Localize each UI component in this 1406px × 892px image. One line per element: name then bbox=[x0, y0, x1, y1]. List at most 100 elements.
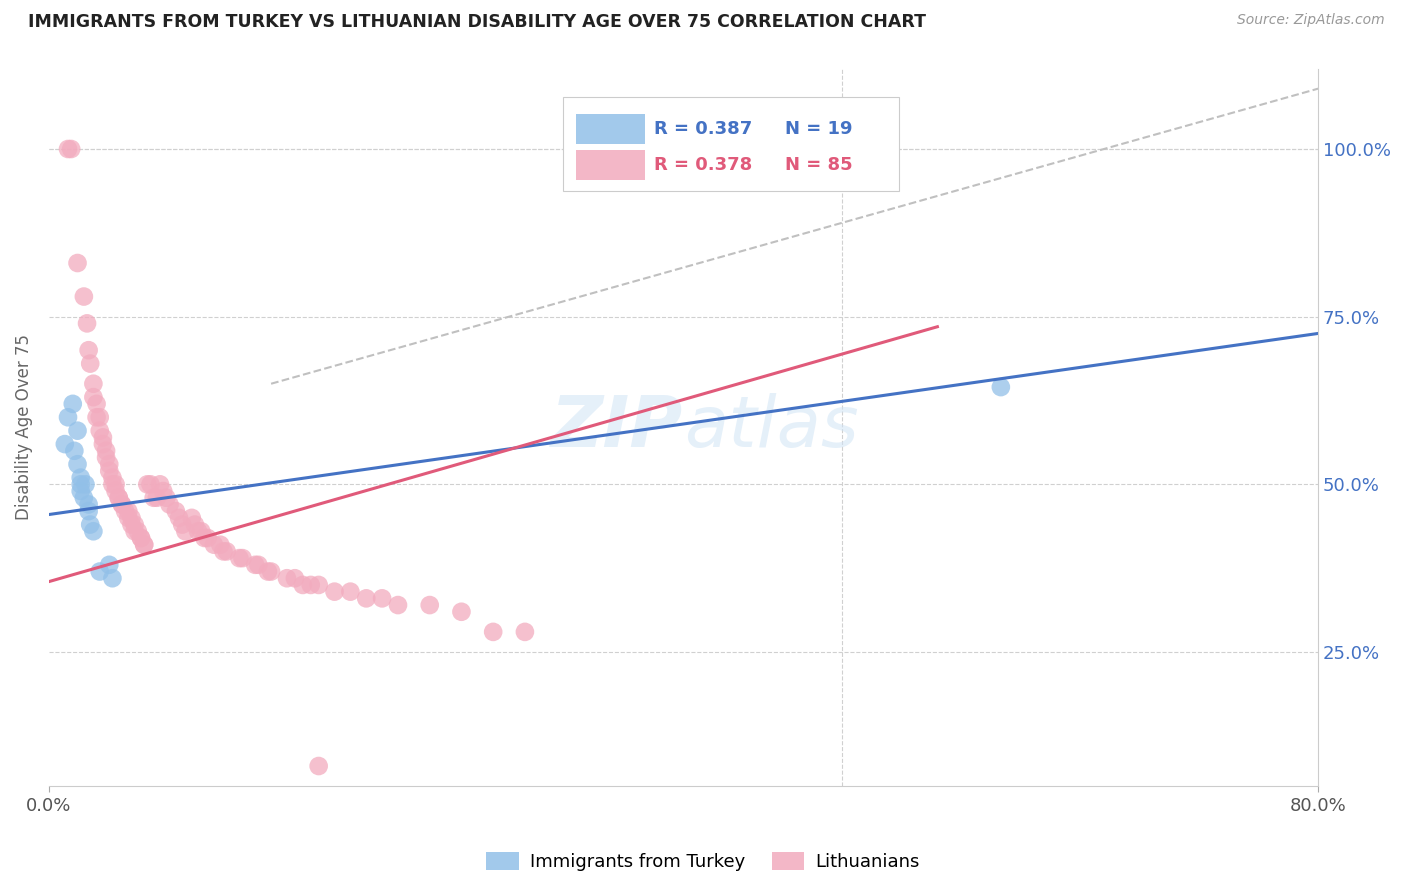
Point bbox=[101, 470, 124, 484]
Point bbox=[121, 517, 143, 532]
Point bbox=[56, 142, 79, 156]
Point bbox=[82, 390, 104, 404]
Text: R = 0.378: R = 0.378 bbox=[654, 156, 752, 174]
Point bbox=[419, 598, 441, 612]
Point bbox=[117, 511, 139, 525]
Point bbox=[69, 470, 91, 484]
Point bbox=[98, 457, 121, 471]
Point bbox=[114, 504, 136, 518]
Point bbox=[180, 511, 202, 525]
Point bbox=[146, 491, 169, 505]
Point bbox=[139, 477, 162, 491]
Point bbox=[308, 759, 330, 773]
Point bbox=[89, 410, 111, 425]
Point bbox=[98, 558, 121, 572]
Point bbox=[155, 491, 177, 505]
Point bbox=[79, 357, 101, 371]
Point bbox=[165, 504, 187, 518]
Point bbox=[104, 477, 127, 491]
Point bbox=[299, 578, 322, 592]
Point bbox=[323, 584, 346, 599]
Point bbox=[172, 517, 194, 532]
Legend: Immigrants from Turkey, Lithuanians: Immigrants from Turkey, Lithuanians bbox=[479, 845, 927, 879]
Point bbox=[89, 424, 111, 438]
Point bbox=[202, 538, 225, 552]
Point bbox=[89, 565, 111, 579]
Point bbox=[124, 517, 146, 532]
Point bbox=[371, 591, 394, 606]
Point bbox=[73, 289, 96, 303]
Point bbox=[152, 483, 174, 498]
Point bbox=[215, 544, 238, 558]
Text: ZIP: ZIP bbox=[551, 392, 683, 462]
Point bbox=[91, 437, 114, 451]
Point bbox=[174, 524, 197, 539]
Point bbox=[66, 424, 89, 438]
Point bbox=[197, 531, 219, 545]
Point bbox=[101, 571, 124, 585]
Point bbox=[69, 483, 91, 498]
Point bbox=[66, 256, 89, 270]
Point bbox=[117, 504, 139, 518]
Point bbox=[228, 551, 250, 566]
Point bbox=[124, 524, 146, 539]
Point bbox=[482, 624, 505, 639]
Y-axis label: Disability Age Over 75: Disability Age Over 75 bbox=[15, 334, 32, 520]
Point bbox=[308, 578, 330, 592]
Point bbox=[101, 477, 124, 491]
Point bbox=[107, 491, 129, 505]
Point bbox=[513, 624, 536, 639]
Point bbox=[990, 380, 1012, 394]
Point bbox=[60, 142, 83, 156]
Point bbox=[77, 498, 100, 512]
Point bbox=[82, 376, 104, 391]
Point bbox=[190, 524, 212, 539]
Point bbox=[142, 491, 165, 505]
Point bbox=[450, 605, 472, 619]
FancyBboxPatch shape bbox=[562, 97, 900, 191]
Point bbox=[94, 443, 117, 458]
Point bbox=[63, 443, 86, 458]
Text: Source: ZipAtlas.com: Source: ZipAtlas.com bbox=[1237, 13, 1385, 28]
Point bbox=[187, 524, 209, 539]
Point bbox=[94, 450, 117, 465]
Point bbox=[159, 498, 181, 512]
Point bbox=[212, 544, 235, 558]
Point bbox=[257, 565, 280, 579]
Text: N = 85: N = 85 bbox=[785, 156, 852, 174]
Point bbox=[260, 565, 283, 579]
Point bbox=[76, 317, 98, 331]
Point bbox=[86, 410, 108, 425]
Point bbox=[245, 558, 267, 572]
Point bbox=[276, 571, 298, 585]
FancyBboxPatch shape bbox=[575, 114, 645, 144]
Point bbox=[77, 343, 100, 358]
Point bbox=[129, 531, 152, 545]
FancyBboxPatch shape bbox=[575, 150, 645, 180]
Point bbox=[209, 538, 232, 552]
Point bbox=[104, 483, 127, 498]
Point bbox=[247, 558, 270, 572]
Point bbox=[73, 491, 96, 505]
Point bbox=[136, 477, 159, 491]
Point bbox=[53, 437, 76, 451]
Point bbox=[129, 531, 152, 545]
Point bbox=[231, 551, 253, 566]
Point bbox=[98, 464, 121, 478]
Text: N = 19: N = 19 bbox=[785, 120, 852, 137]
Point bbox=[86, 397, 108, 411]
Point bbox=[184, 517, 207, 532]
Point bbox=[82, 524, 104, 539]
Point bbox=[127, 524, 149, 539]
Point bbox=[121, 511, 143, 525]
Point bbox=[77, 504, 100, 518]
Text: IMMIGRANTS FROM TURKEY VS LITHUANIAN DISABILITY AGE OVER 75 CORRELATION CHART: IMMIGRANTS FROM TURKEY VS LITHUANIAN DIS… bbox=[28, 13, 927, 31]
Point bbox=[56, 410, 79, 425]
Point bbox=[69, 477, 91, 491]
Point bbox=[134, 538, 156, 552]
Point bbox=[387, 598, 409, 612]
Point bbox=[193, 531, 215, 545]
Point bbox=[134, 538, 156, 552]
Point bbox=[75, 477, 97, 491]
Point bbox=[149, 477, 172, 491]
